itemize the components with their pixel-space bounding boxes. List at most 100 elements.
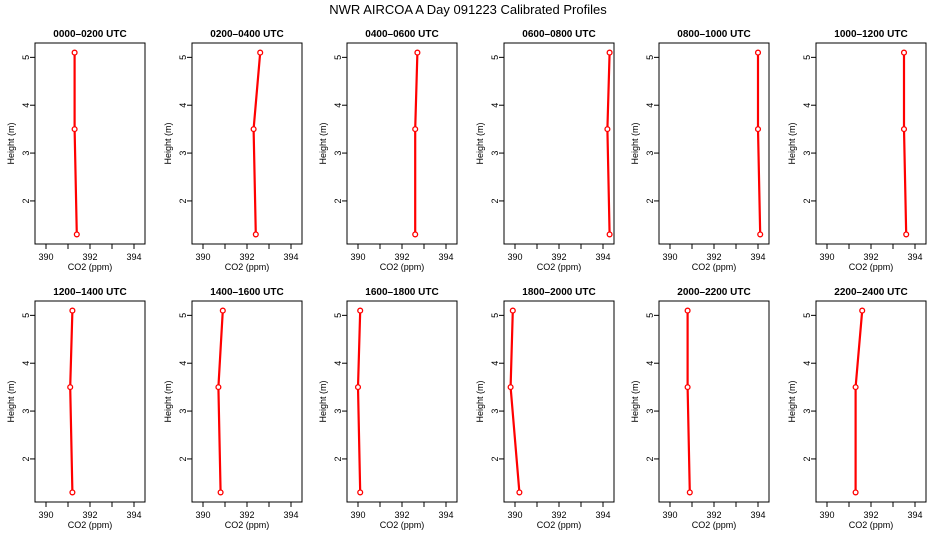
y-tick-label: 3 [490, 409, 500, 414]
y-tick-label: 5 [490, 313, 500, 318]
x-tick-label: 390 [662, 252, 677, 262]
x-axis-label: CO2 (ppm) [68, 520, 113, 530]
y-tick-label: 4 [802, 103, 812, 108]
y-tick-label: 5 [333, 313, 343, 318]
y-tick-label: 5 [802, 313, 812, 318]
plot-frame [346, 42, 458, 245]
plot-frame [191, 42, 303, 245]
panel-title: 0800–1000 UTC [677, 29, 750, 40]
data-point [900, 49, 908, 56]
data-point [686, 489, 693, 496]
profile-line [902, 52, 908, 235]
y-tick-label: 2 [21, 456, 31, 461]
x-tick-label: 394 [438, 252, 453, 262]
data-point [852, 384, 859, 391]
x-axis-label: CO2 (ppm) [380, 262, 425, 272]
x-tick-label: 390 [38, 252, 53, 262]
y-tick-label: 4 [21, 361, 31, 366]
y-tick-label: 5 [802, 55, 812, 60]
y-axis-label: Height (m) [318, 122, 328, 164]
panel-3: 0400–0600 UTC 390 392 394 2 3 4 5 CO2 (ppm) Heigh… [318, 29, 458, 272]
y-axis-label: Height (m) [475, 122, 485, 164]
y-tick-label: 2 [178, 456, 188, 461]
panel-title: 0400–0600 UTC [365, 29, 438, 40]
data-point [606, 49, 613, 56]
y-tick-label: 4 [490, 361, 500, 366]
y-tick-label: 2 [333, 198, 343, 203]
data-point [412, 126, 419, 133]
panel-title: 1000–1200 UTC [834, 29, 907, 40]
data-point [903, 231, 910, 238]
plot-frame [658, 42, 770, 245]
data-point [250, 126, 257, 133]
y-tick-label: 2 [645, 456, 655, 461]
profile-line [606, 52, 611, 235]
panel-9: 1600–1800 UTC 390 392 394 2 3 4 5 CO2 (ppm) Heigh… [318, 287, 458, 530]
y-tick-label: 4 [802, 361, 812, 366]
plot-frame [658, 300, 770, 503]
x-axis-label: CO2 (ppm) [537, 520, 582, 530]
x-tick-label: 390 [819, 510, 834, 520]
x-tick-label: 394 [126, 252, 141, 262]
panel-8: 1400–1600 UTC 390 392 394 2 3 4 5 CO2 (ppm) Heigh… [163, 287, 303, 530]
x-tick-label: 390 [38, 510, 53, 520]
y-tick-label: 5 [21, 313, 31, 318]
y-tick-label: 3 [21, 409, 31, 414]
profile-line [756, 52, 762, 235]
x-tick-label: 392 [239, 252, 254, 262]
y-axis-label: Height (m) [630, 122, 640, 164]
panel-2: 0200–0400 UTC 390 392 394 2 3 4 5 CO2 (ppm) Heigh… [163, 29, 303, 272]
data-point [859, 307, 866, 314]
x-tick-label: 394 [126, 510, 141, 520]
data-point [217, 489, 224, 496]
panel-12: 2200–2400 UTC 390 392 394 2 3 4 5 CO2 (ppm) Heigh… [787, 287, 927, 530]
panel-6: 1000–1200 UTC 390 392 394 2 3 4 5 CO2 (ppm) Heigh… [787, 29, 927, 272]
data-point [757, 231, 764, 238]
x-tick-label: 390 [350, 252, 365, 262]
y-axis-label: Height (m) [318, 380, 328, 422]
y-tick-label: 2 [802, 198, 812, 203]
x-tick-label: 392 [551, 510, 566, 520]
y-axis-label: Height (m) [475, 380, 485, 422]
data-point [354, 384, 362, 391]
y-tick-label: 5 [21, 55, 31, 60]
y-tick-label: 5 [490, 55, 500, 60]
panel-11: 2000–2200 UTC 390 392 394 2 3 4 5 CO2 (ppm) Heigh… [630, 287, 770, 530]
panel-title: 1600–1800 UTC [365, 287, 438, 298]
y-tick-label: 2 [490, 198, 500, 203]
profile-line [69, 310, 74, 493]
plot-frame [191, 300, 303, 503]
x-tick-label: 390 [819, 252, 834, 262]
x-tick-label: 392 [706, 252, 721, 262]
panel-title: 0000–0200 UTC [53, 29, 126, 40]
y-tick-label: 5 [645, 313, 655, 318]
y-tick-label: 3 [333, 409, 343, 414]
panel-title: 0600–0800 UTC [522, 29, 595, 40]
y-tick-label: 4 [178, 361, 188, 366]
profile-line [252, 52, 262, 235]
y-tick-label: 3 [21, 151, 31, 156]
x-tick-label: 392 [239, 510, 254, 520]
profile-line [73, 52, 78, 235]
data-point [215, 384, 222, 391]
x-tick-label: 394 [595, 252, 610, 262]
x-tick-label: 390 [195, 510, 210, 520]
y-tick-label: 5 [333, 55, 343, 60]
panel-5: 0800–1000 UTC 390 392 394 2 3 4 5 CO2 (ppm) Heigh… [630, 29, 770, 272]
x-axis-label: CO2 (ppm) [537, 262, 582, 272]
x-tick-label: 392 [82, 252, 97, 262]
data-point [412, 231, 419, 238]
plot-frame [503, 300, 615, 503]
y-axis-label: Height (m) [163, 122, 173, 164]
profile-line [686, 310, 691, 493]
y-tick-label: 4 [490, 103, 500, 108]
y-tick-label: 3 [490, 151, 500, 156]
x-axis-label: CO2 (ppm) [849, 262, 894, 272]
y-tick-label: 4 [645, 361, 655, 366]
y-axis-label: Height (m) [630, 380, 640, 422]
panel-4: 0600–0800 UTC 390 392 394 2 3 4 5 CO2 (ppm) Heigh… [475, 29, 615, 272]
x-tick-label: 390 [507, 252, 522, 262]
panel-title: 2200–2400 UTC [834, 287, 907, 298]
x-tick-label: 394 [595, 510, 610, 520]
